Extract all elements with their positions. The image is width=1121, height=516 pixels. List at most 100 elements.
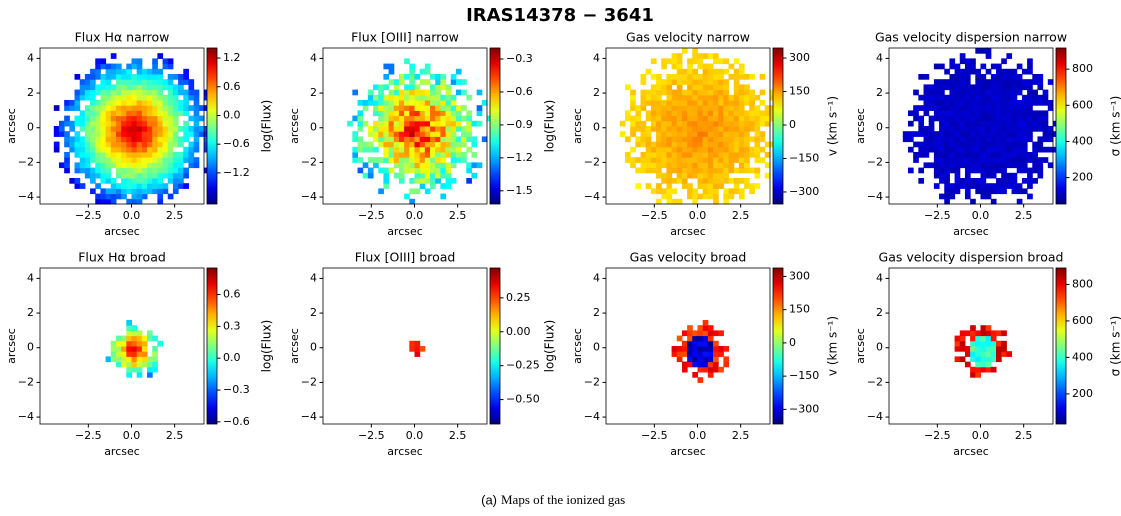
colorbar-tick-label: −0.6 xyxy=(506,85,533,98)
map-pixel xyxy=(409,110,415,117)
map-pixel xyxy=(404,157,410,163)
map-pixel xyxy=(738,157,745,163)
map-pixel xyxy=(640,105,647,111)
map-pixel xyxy=(933,146,940,153)
map-pixel xyxy=(975,351,981,357)
map-pixel xyxy=(970,366,976,373)
map-pixel xyxy=(1001,136,1007,143)
map-pixel xyxy=(728,167,735,174)
map-pixel xyxy=(404,141,410,148)
map-pixel xyxy=(141,110,148,117)
map-pixel xyxy=(90,89,96,96)
map-pixel xyxy=(424,162,431,169)
map-pixel xyxy=(1001,172,1007,179)
map-pixel xyxy=(1047,162,1054,169)
map-pixel xyxy=(178,157,184,163)
x-tick-label: −2.5 xyxy=(924,429,951,442)
map-pixel xyxy=(362,120,369,127)
map-pixel xyxy=(733,58,740,65)
map-pixel xyxy=(723,131,730,137)
map-pixel xyxy=(944,110,950,117)
map-pixel xyxy=(424,120,431,127)
colorbar-tick-label: 0 xyxy=(789,118,796,131)
map-pixel xyxy=(466,146,472,153)
map-pixel xyxy=(90,84,96,91)
map-pixel xyxy=(718,105,724,111)
map-pixel xyxy=(121,356,127,363)
map-pixel xyxy=(373,162,379,169)
map-pixel xyxy=(471,172,478,179)
map-pixel xyxy=(707,146,714,153)
map-pixel xyxy=(162,152,169,158)
map-pixel xyxy=(676,172,683,179)
map-pixel xyxy=(944,105,950,111)
map-pixel xyxy=(666,131,673,137)
colorbar-label: σ (km s⁻¹) xyxy=(1109,316,1121,377)
map-pixel xyxy=(1011,84,1018,91)
x-tick-label: −2.5 xyxy=(75,209,102,222)
map-pixel xyxy=(64,105,70,111)
map-pixel xyxy=(635,105,642,111)
map-pixel xyxy=(676,351,683,357)
map-pixel xyxy=(990,346,997,352)
map-pixel xyxy=(404,152,410,158)
map-pixel xyxy=(147,94,153,101)
map-pixel xyxy=(95,58,101,65)
map-pixel xyxy=(959,94,966,101)
map-pixel xyxy=(183,110,189,117)
map-pixel xyxy=(435,131,441,137)
map-pixel xyxy=(105,100,112,106)
map-pixel xyxy=(687,63,693,70)
map-pixel xyxy=(733,94,740,101)
map-pixel xyxy=(1042,115,1049,122)
map-pixel xyxy=(975,100,981,106)
map-pixel xyxy=(1001,94,1007,101)
map-pixel xyxy=(398,94,405,101)
map-pixel xyxy=(728,115,735,122)
map-pixel xyxy=(450,105,457,111)
map-pixel xyxy=(414,89,421,96)
map-pixel xyxy=(121,340,127,347)
map-pixel xyxy=(949,146,956,153)
map-pixel xyxy=(74,146,81,153)
y-tick-label: −4 xyxy=(18,190,34,203)
map-pixel xyxy=(136,372,143,378)
map-pixel xyxy=(996,157,1002,163)
map-pixel xyxy=(1032,74,1038,80)
map-pixel xyxy=(656,183,662,189)
map-pixel xyxy=(383,172,390,179)
map-pixel xyxy=(367,157,374,163)
map-pixel xyxy=(630,89,636,96)
map-pixel xyxy=(666,89,673,96)
map-pixel xyxy=(131,84,138,91)
map-pixel xyxy=(121,178,127,184)
map-pixel xyxy=(1016,79,1023,85)
map-pixel xyxy=(419,141,426,148)
map-pixel xyxy=(471,162,478,169)
map-pixel xyxy=(440,131,447,137)
x-tick-label: 0.0 xyxy=(972,429,990,442)
map-pixel xyxy=(136,178,143,184)
map-pixel xyxy=(645,100,652,106)
map-pixel xyxy=(388,146,395,153)
map-pixel xyxy=(398,110,405,117)
map-pixel xyxy=(84,74,91,80)
map-pixel xyxy=(1042,157,1049,163)
map-pixel xyxy=(440,167,447,174)
map-pixel xyxy=(640,100,647,106)
map-pixel xyxy=(949,141,956,148)
map-pixel xyxy=(388,136,395,143)
map-pixel xyxy=(990,198,997,205)
map-pixel xyxy=(172,115,179,122)
map-pixel xyxy=(939,178,945,184)
map-pixel xyxy=(95,157,101,163)
map-pixel xyxy=(110,183,117,189)
map-pixel xyxy=(183,157,189,163)
map-pixel xyxy=(985,48,992,54)
map-pixel xyxy=(1001,157,1007,163)
map-pixel xyxy=(167,193,174,200)
map-pixel xyxy=(749,120,755,127)
map-pixel xyxy=(718,58,724,65)
map-pixel xyxy=(157,120,164,127)
map-pixel xyxy=(162,162,169,169)
